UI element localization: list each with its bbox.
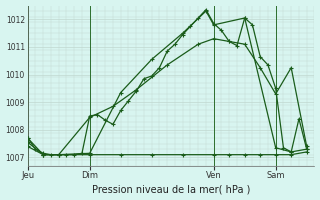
X-axis label: Pression niveau de la mer( hPa ): Pression niveau de la mer( hPa ) (92, 184, 250, 194)
